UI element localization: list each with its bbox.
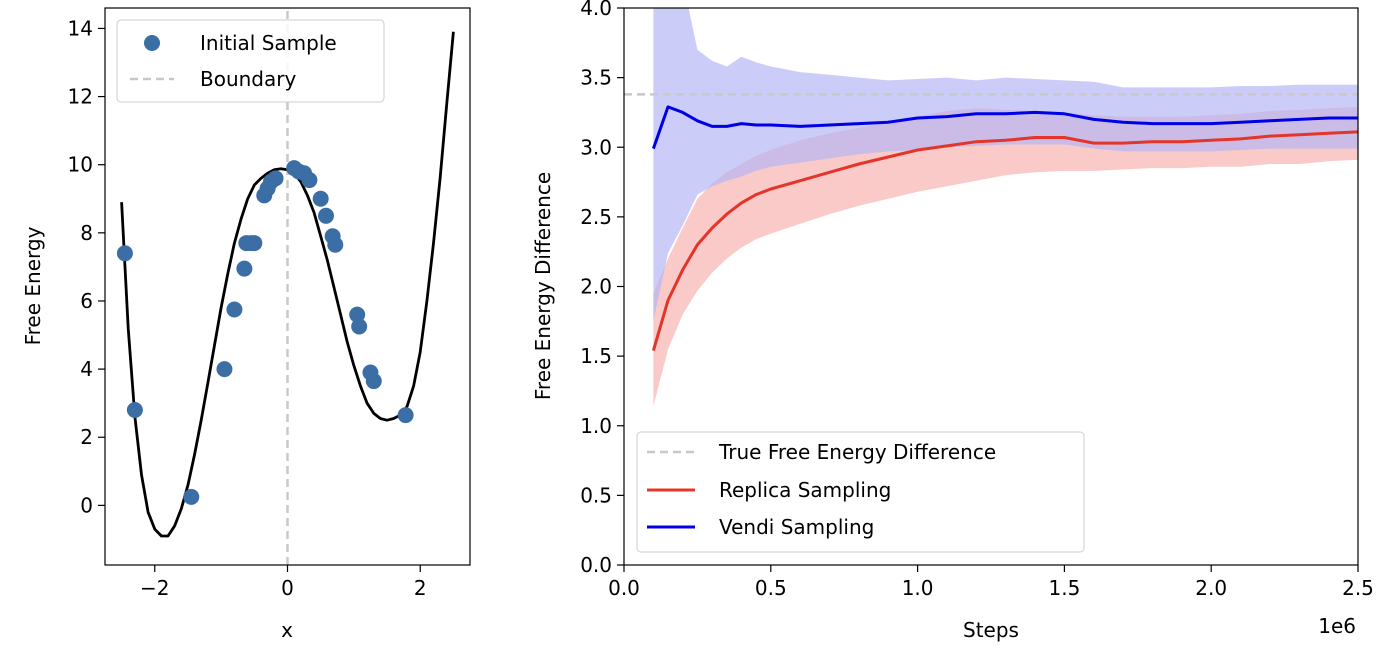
right-x-tick-label: 2.5: [1342, 576, 1374, 600]
sample-point: [327, 236, 344, 253]
left-y-tick-label: 10: [68, 153, 93, 177]
sample-point: [301, 172, 318, 189]
left-y-axis-label: Free Energy: [21, 226, 45, 345]
left-y-tick-label: 8: [80, 221, 93, 245]
right-x-tick-label: 1.0: [902, 576, 934, 600]
sample-point: [397, 407, 414, 424]
legend-swatch-scatter: [144, 35, 160, 51]
right-x-tick-label: 1.5: [1048, 576, 1080, 600]
legend-label-replica: Replica Sampling: [719, 478, 891, 502]
right-x-axis-label: Steps: [963, 618, 1019, 642]
left-y-tick-label: 14: [68, 16, 93, 40]
sample-point: [317, 207, 334, 224]
left-legend: Initial Sample Boundary: [116, 19, 385, 103]
left-y-tick-label: 12: [68, 85, 93, 109]
left-y-tick-label: 0: [80, 493, 93, 517]
left-legend-box: [116, 19, 385, 103]
legend-label-initial-sample: Initial Sample: [200, 31, 337, 55]
right-legend-box: [636, 431, 1085, 553]
right-y-tick-label: 2.5: [580, 205, 612, 229]
right-y-tick-label: 2.0: [580, 275, 612, 299]
sample-point: [116, 245, 133, 262]
legend-label-vendi: Vendi Sampling: [719, 515, 874, 539]
right-y-axis-label: Free Energy Difference: [531, 172, 555, 400]
left-x-tick-label: 2: [414, 576, 427, 600]
sample-point: [226, 301, 243, 318]
right-x-tick-label: 0.0: [608, 576, 640, 600]
sample-point: [126, 401, 143, 418]
left-x-ticks: −2 0 2: [140, 565, 427, 600]
right-y-tick-label: 1.5: [580, 344, 612, 368]
left-y-tick-label: 4: [80, 357, 93, 381]
sample-point: [236, 260, 253, 277]
replica-band: [653, 106, 1358, 407]
right-legend: True Free Energy Difference Replica Samp…: [636, 431, 1085, 553]
scatter-layer: [116, 160, 414, 505]
left-x-tick-label: 0: [281, 576, 294, 600]
right-y-ticks: 0.0 0.5 1.0 1.5 2.0 2.5 3.0 3.5 4.0: [580, 0, 624, 577]
sample-point: [183, 488, 200, 505]
vendi-band: [653, 8, 1358, 322]
sample-point: [351, 318, 368, 335]
left-x-axis-label: x: [281, 618, 293, 642]
sample-point: [312, 190, 329, 207]
right-y-tick-label: 4.0: [580, 0, 612, 20]
right-chart: 0.0 0.5 1.0 1.5 2.0 2.5 0.0 0.5 1.0 1.5 2.0 2.5 3.0…: [531, 0, 1374, 642]
bands-layer: [653, 8, 1358, 407]
right-x-ticks: 0.0 0.5 1.0 1.5 2.0 2.5: [608, 565, 1374, 600]
right-y-tick-label: 0.0: [580, 553, 612, 577]
sample-point: [365, 373, 382, 390]
sample-point: [246, 235, 263, 252]
sample-point: [267, 170, 284, 187]
right-y-tick-label: 3.5: [580, 66, 612, 90]
sample-point: [216, 361, 233, 378]
right-y-tick-label: 3.0: [580, 135, 612, 159]
vendi-line: [651, 105, 1358, 150]
lines-layer: [651, 105, 1358, 352]
legend-label-boundary: Boundary: [200, 67, 296, 91]
left-y-tick-label: 6: [80, 289, 93, 313]
right-y-tick-label: 1.0: [580, 414, 612, 438]
left-y-ticks: 0 2 4 6 8 10 12 14: [68, 16, 105, 517]
legend-label-true-diff: True Free Energy Difference: [718, 440, 996, 464]
left-chart: −2 0 2 0 2 4 6 8 10 12 14 x Free Energy Initial S…: [21, 7, 471, 642]
left-y-tick-label: 2: [80, 425, 93, 449]
right-y-tick-label: 0.5: [580, 483, 612, 507]
left-x-tick-label: −2: [140, 576, 169, 600]
sample-point: [349, 306, 366, 323]
x-offset-label: 1e6: [1318, 614, 1356, 638]
replica-line: [651, 130, 1358, 352]
right-x-tick-label: 0.5: [755, 576, 787, 600]
right-x-tick-label: 2.0: [1195, 576, 1227, 600]
